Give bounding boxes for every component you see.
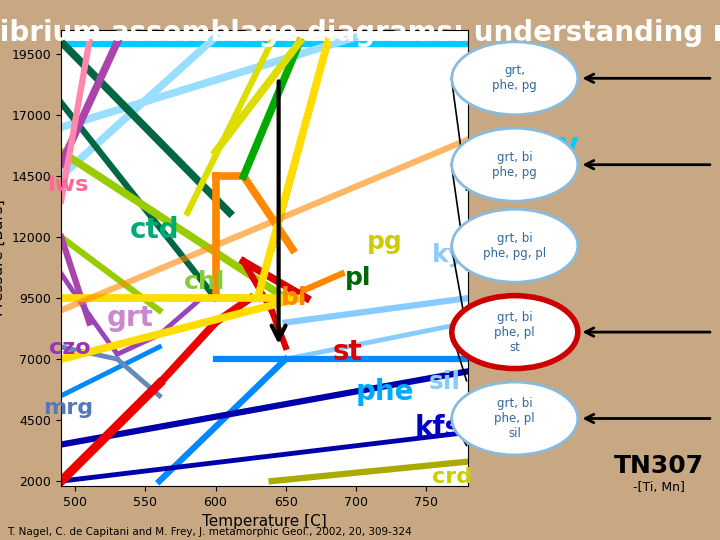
Text: ctd: ctd [130, 216, 180, 244]
Text: phe: phe [356, 378, 414, 406]
Text: czo: czo [49, 338, 91, 358]
Text: ky: ky [540, 131, 580, 159]
Text: crd: crd [432, 467, 472, 487]
Text: grt,
phe, pg: grt, phe, pg [492, 64, 537, 92]
Text: grt, bi
phe, pg: grt, bi phe, pg [492, 151, 537, 179]
Text: pl: pl [345, 266, 372, 290]
Text: grt, bi
phe, pl
sil: grt, bi phe, pl sil [495, 397, 535, 440]
Text: grt: grt [107, 304, 153, 332]
Text: sil: sil [429, 370, 461, 394]
Text: Equilibrium assemblage diagrams: understanding rocks: Equilibrium assemblage diagrams: underst… [0, 19, 720, 47]
X-axis label: Temperature [C]: Temperature [C] [202, 514, 327, 529]
Text: T. Nagel, C. de Capitani and M. Frey, J. metamorphic Geol., 2002, 20, 309-324: T. Nagel, C. de Capitani and M. Frey, J.… [7, 527, 412, 537]
Y-axis label: Pressure [Bars]: Pressure [Bars] [0, 199, 6, 316]
Text: bi: bi [281, 286, 307, 310]
Text: grt, bi
phe, pl
st: grt, bi phe, pl st [495, 310, 535, 354]
Text: -[Ti, Mn]: -[Ti, Mn] [633, 481, 685, 494]
Text: TN307: TN307 [613, 454, 704, 478]
Text: pg: pg [367, 230, 403, 254]
Text: st: st [333, 338, 363, 366]
Text: grt, bi
phe, pg, pl: grt, bi phe, pg, pl [483, 232, 546, 260]
Text: chl: chl [184, 270, 225, 294]
Text: ky: ky [431, 243, 464, 267]
Text: kfs: kfs [415, 414, 462, 442]
Text: lws: lws [48, 175, 89, 195]
Text: mrg: mrg [43, 398, 93, 418]
